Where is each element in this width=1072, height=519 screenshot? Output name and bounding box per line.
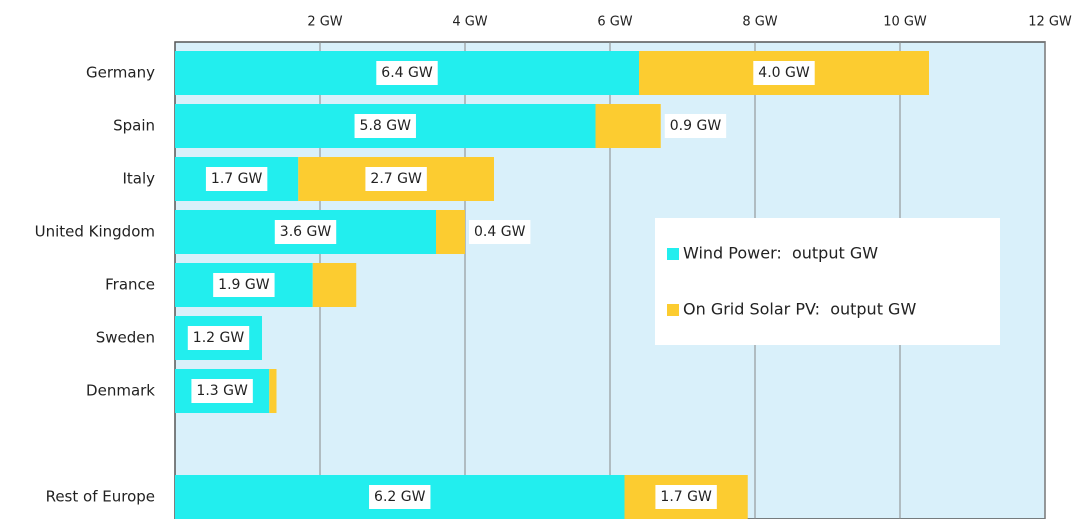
x-tick-label: 8 GW [742,15,777,30]
x-tick-label: 12 GW [1028,15,1072,30]
data-label-box [187,326,250,350]
legend-swatch [667,304,679,316]
data-label-box [369,485,431,509]
data-label-box [205,167,268,191]
legend-label: On Grid Solar PV: output GW [683,300,916,319]
data-label-box [213,273,275,297]
x-tick-label: 2 GW [307,15,342,30]
data-label: 1.3 GW [196,383,248,399]
bar-segment [595,104,661,148]
data-label-box [376,61,438,85]
data-label-box [469,220,531,244]
category-label: Denmark [86,382,155,400]
category-label: Italy [122,170,155,188]
data-label: 3.6 GW [280,224,332,240]
data-label-box [354,114,416,138]
data-label: 1.9 GW [218,277,270,293]
category-label: Rest of Europe [46,488,155,506]
data-label: 4.0 GW [758,65,810,81]
data-label: 0.9 GW [670,118,722,134]
legend-swatch [667,248,679,260]
x-tick-label: 6 GW [597,15,632,30]
data-label: 5.8 GW [360,118,412,134]
category-label: Spain [113,117,155,135]
category-label: Sweden [96,329,155,347]
data-label: 2.7 GW [370,171,422,187]
legend-label: Wind Power: output GW [683,244,878,263]
x-tick-label: 10 GW [883,15,927,30]
category-label: United Kingdom [35,223,155,241]
data-label-box [655,485,717,509]
data-label-box [753,61,815,85]
x-tick-label: 4 GW [452,15,487,30]
legend-box [655,218,1000,345]
data-label: 6.2 GW [374,489,426,505]
bar-segment [269,369,277,413]
data-label: 1.7 GW [660,489,712,505]
data-label: 6.4 GW [381,65,433,81]
data-label: 1.2 GW [193,330,245,346]
data-label-box [664,114,727,138]
data-label-box [365,167,427,191]
bar-segment [436,210,465,254]
category-label: France [105,276,155,294]
category-label: Germany [86,64,155,82]
bar-segment [312,263,357,307]
data-label-box [191,379,253,403]
data-label-box [274,220,337,244]
data-label: 1.7 GW [211,171,263,187]
data-label: 0.4 GW [474,224,526,240]
